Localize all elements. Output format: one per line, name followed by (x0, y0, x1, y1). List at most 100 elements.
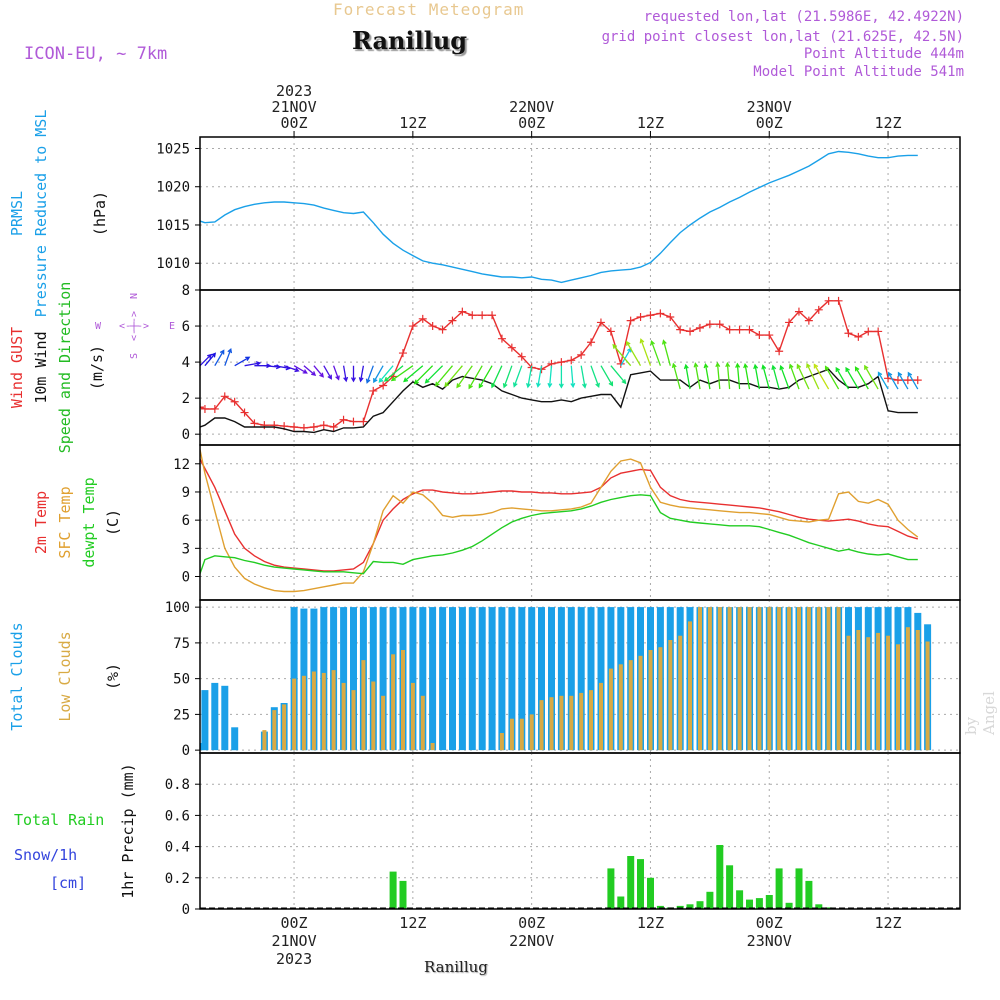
gust-marker (339, 415, 348, 424)
ytick-label-temp: 0 (182, 570, 190, 586)
bar-total-rain (805, 880, 813, 909)
wind-direction-arrow (897, 371, 909, 390)
gust-marker (329, 422, 338, 431)
bottom-axis-label: 22NOV (509, 932, 554, 950)
ytick-label-temp: 12 (173, 457, 190, 473)
panel-frame-precip (199, 752, 961, 910)
bar-low-clouds (866, 637, 871, 751)
ylabel-wind: 10m Wind (32, 331, 50, 403)
model-point-altitude: Model Point Altitude 541m (753, 64, 964, 80)
ylabel-clouds: (%) (104, 663, 122, 690)
bar-low-clouds (846, 635, 851, 751)
bar-low-clouds (856, 630, 861, 751)
bottom-axis-label: 23NOV (747, 932, 792, 950)
gust-marker (794, 307, 803, 316)
gust-marker (626, 316, 635, 325)
ytick-label-precip: 0.4 (165, 840, 190, 856)
bar-low-clouds (262, 730, 267, 751)
bar-low-clouds (589, 690, 593, 751)
panel-frame-pressure (199, 136, 961, 291)
bar-total-rain (775, 868, 783, 909)
top-axis-label: 12Z (875, 114, 902, 132)
bar-total-clouds (340, 607, 348, 751)
bar-low-clouds (757, 607, 762, 751)
compass-vertical: <-|-> (129, 311, 140, 341)
ytick-label-clouds: 50 (173, 672, 190, 688)
bar-low-clouds (915, 630, 920, 751)
gust-marker (270, 421, 279, 430)
bar-low-clouds (499, 733, 504, 751)
bar-total-clouds (458, 607, 466, 751)
compass-south: S (129, 353, 140, 359)
grid-point-coords: grid point closest lon,lat (21.625E, 42.… (601, 29, 964, 45)
bar-total-rain (815, 904, 823, 909)
wind-direction-arrow (373, 365, 384, 384)
bar-total-rain (716, 845, 724, 909)
bar-total-rain (389, 871, 397, 909)
bar-low-clouds (787, 607, 792, 751)
ylabel-precip: 1hr Precip (mm) (119, 763, 137, 898)
ylabel-pressure: Pressure Reduced to MSL (32, 110, 50, 318)
bottom-axis-label: 00Z (281, 914, 308, 932)
gust-marker (636, 313, 645, 322)
line-wind-gust (200, 300, 918, 429)
ytick-label-pressure: 1020 (156, 180, 190, 196)
bar-total-clouds (449, 607, 456, 751)
plot-area-precip (389, 845, 833, 909)
bar-low-clouds (648, 650, 653, 751)
bar-low-clouds (638, 655, 643, 751)
wind-direction-arrow (350, 365, 356, 383)
bar-low-clouds (292, 678, 297, 751)
bar-low-clouds (747, 607, 752, 751)
bar-total-clouds (369, 607, 377, 751)
wind-direction-arrow (293, 365, 308, 374)
gust-marker (587, 338, 596, 347)
bar-low-clouds (767, 607, 772, 751)
ylabel-clouds: Low Clouds (56, 631, 74, 721)
ytick-label-pressure: 1010 (156, 256, 190, 272)
gust-marker (290, 422, 299, 431)
gust-marker (903, 376, 912, 385)
wind-direction-arrow (877, 371, 889, 390)
plot-area-temp (200, 449, 919, 593)
bar-low-clouds (509, 718, 514, 751)
gust-marker (478, 311, 487, 320)
wind-direction-arrow (413, 365, 434, 385)
bar-total-rain (637, 859, 644, 909)
gust-marker (695, 323, 704, 332)
gust-marker (765, 331, 774, 340)
bar-total-clouds (231, 727, 239, 751)
wind-direction-arrow (650, 340, 662, 366)
wind-direction-arrow (854, 366, 869, 390)
wind-direction-arrow (502, 365, 513, 389)
line-sfc-temp (200, 449, 919, 593)
gust-marker (398, 349, 407, 358)
bottom-axis-label: 00Z (518, 914, 545, 932)
gust-marker (210, 404, 219, 413)
bar-low-clouds (301, 675, 306, 751)
bar-low-clouds (876, 632, 881, 751)
side-label-snow: Snow/1h (14, 846, 77, 864)
wind-direction-arrow (424, 365, 444, 384)
side-label-snow-unit: [cm] (50, 874, 86, 892)
wind-direction-arrow (244, 361, 262, 367)
gust-marker (785, 318, 794, 327)
line-2m-temp (200, 458, 918, 572)
wind-direction-arrow (283, 365, 300, 373)
gust-marker (369, 386, 378, 395)
bar-low-clouds (529, 714, 534, 751)
gust-marker (438, 325, 447, 334)
bar-total-clouds (468, 607, 476, 751)
panel-pressure: 1010 1015 1020 1025 PRMSL Pressure Reduced to… (8, 110, 961, 318)
bar-total-rain (746, 899, 753, 909)
wind-direction-arrow (204, 352, 217, 367)
bar-low-clouds (341, 682, 346, 751)
wind-direction-arrow (600, 365, 614, 387)
ytick-label-wind: 4 (182, 355, 190, 371)
gust-marker (220, 392, 229, 401)
bar-total-rain (647, 877, 654, 909)
wind-direction-arrow (558, 365, 564, 389)
bar-total-rain (785, 902, 793, 909)
